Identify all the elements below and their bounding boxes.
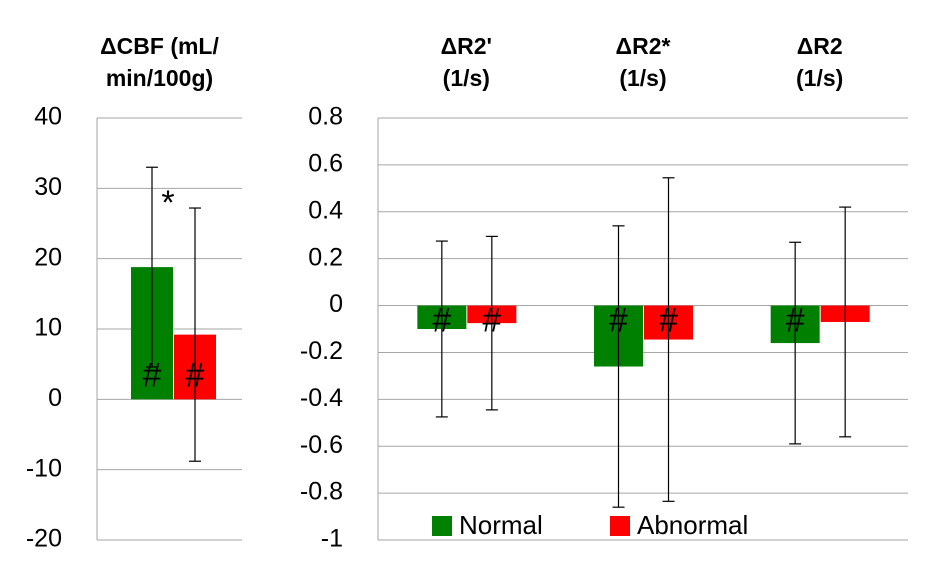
category-label: ΔR2*: [616, 33, 671, 59]
y-tick-label: 10: [34, 314, 62, 342]
y-tick-label: -10: [26, 454, 62, 482]
category-label: (1/s): [796, 65, 843, 91]
annotation: *: [161, 184, 174, 222]
y-tick-label: 0.2: [308, 243, 343, 271]
significance-marker: #: [143, 356, 162, 394]
y-tick-label: -0.2: [300, 337, 343, 365]
y-tick-label: -20: [26, 525, 62, 553]
significance-marker: #: [432, 302, 451, 340]
y-tick-label: 40: [34, 103, 62, 131]
significance-marker: #: [786, 302, 805, 340]
chart-title: min/100g): [106, 65, 213, 91]
y-tick-label: -0.4: [300, 384, 343, 412]
y-tick-label: -1: [321, 525, 343, 553]
y-tick-label: 0.6: [308, 149, 343, 177]
legend-swatch: [610, 516, 630, 536]
category-label: ΔR2': [441, 33, 492, 59]
y-tick-label: 0.8: [308, 103, 343, 131]
y-tick-label: 20: [34, 243, 62, 271]
significance-marker: #: [659, 302, 678, 340]
category-label: ΔR2: [797, 33, 843, 59]
significance-marker: #: [609, 302, 628, 340]
y-tick-label: -0.6: [300, 431, 343, 459]
y-tick-label: 30: [34, 173, 62, 201]
y-tick-label: 0: [329, 290, 343, 318]
y-tick-label: 0.4: [308, 196, 343, 224]
category-label: (1/s): [619, 65, 666, 91]
legend-label: Abnormal: [637, 510, 748, 540]
legend-swatch: [432, 516, 452, 536]
significance-marker: #: [482, 302, 501, 340]
legend-label: Normal: [459, 510, 543, 540]
y-tick-label: 0: [48, 384, 62, 412]
y-tick-label: -0.8: [300, 478, 343, 506]
chart-title: ΔCBF (mL/: [100, 33, 219, 59]
significance-marker: #: [186, 356, 205, 394]
category-label: (1/s): [443, 65, 490, 91]
